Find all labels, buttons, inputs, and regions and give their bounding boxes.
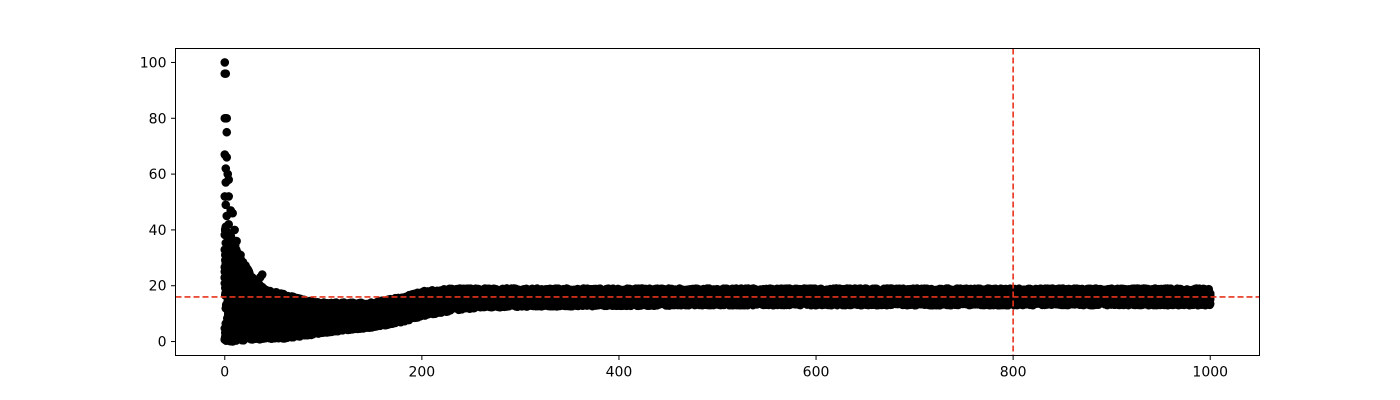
points-layer: [220, 58, 1215, 346]
